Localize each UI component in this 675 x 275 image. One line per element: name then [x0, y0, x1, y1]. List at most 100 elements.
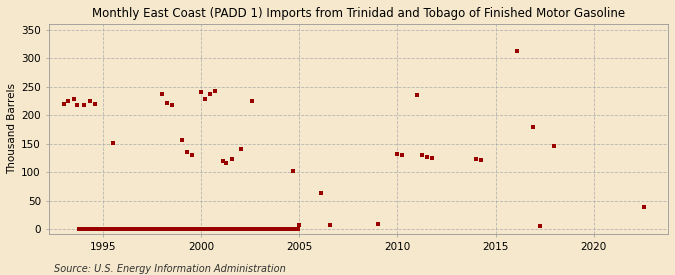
Point [266, 227, 277, 232]
Point [93, 227, 104, 232]
Y-axis label: Thousand Barrels: Thousand Barrels [7, 83, 17, 174]
Point [109, 227, 120, 232]
Point [271, 227, 282, 232]
Point [253, 227, 264, 232]
Point [117, 227, 128, 232]
Point [95, 227, 105, 232]
Point [101, 227, 112, 232]
Point [103, 227, 113, 232]
Point [151, 227, 161, 232]
Point [244, 227, 254, 232]
Point [219, 227, 230, 232]
Point [90, 227, 101, 232]
Point [421, 155, 432, 159]
Point [511, 48, 522, 53]
Point [224, 227, 235, 232]
Point [168, 227, 179, 232]
Point [240, 227, 251, 232]
Point [186, 227, 197, 232]
Point [152, 227, 163, 232]
Point [279, 227, 290, 232]
Point [315, 191, 326, 196]
Point [215, 227, 226, 232]
Point [134, 227, 144, 232]
Point [227, 227, 238, 232]
Point [269, 227, 280, 232]
Point [373, 221, 383, 226]
Point [263, 227, 274, 232]
Point [206, 227, 217, 232]
Point [325, 223, 336, 227]
Point [128, 227, 138, 232]
Point [100, 227, 111, 232]
Point [137, 227, 148, 232]
Point [176, 138, 187, 142]
Point [182, 150, 192, 155]
Point [201, 227, 212, 232]
Point [144, 227, 155, 232]
Point [80, 227, 91, 232]
Point [90, 101, 101, 106]
Point [160, 227, 171, 232]
Point [124, 227, 135, 232]
Point [276, 227, 287, 232]
Point [198, 227, 209, 232]
Point [277, 227, 288, 232]
Point [83, 227, 94, 232]
Point [190, 227, 200, 232]
Point [222, 227, 233, 232]
Point [178, 227, 189, 232]
Point [184, 227, 195, 232]
Point [126, 227, 136, 232]
Point [188, 227, 198, 232]
Point [234, 227, 244, 232]
Point [236, 227, 246, 232]
Point [75, 227, 86, 232]
Point [88, 227, 99, 232]
Point [153, 227, 164, 232]
Point [294, 223, 305, 227]
Point [113, 227, 124, 232]
Title: Monthly East Coast (PADD 1) Imports from Trinidad and Tobago of Finished Motor G: Monthly East Coast (PADD 1) Imports from… [92, 7, 625, 20]
Point [193, 227, 204, 232]
Point [131, 227, 142, 232]
Point [162, 100, 173, 105]
Point [162, 227, 173, 232]
Point [106, 227, 117, 232]
Point [236, 147, 246, 152]
Point [163, 227, 174, 232]
Point [230, 227, 241, 232]
Point [140, 227, 151, 232]
Point [416, 153, 427, 157]
Point [392, 152, 403, 156]
Point [291, 227, 302, 232]
Point [221, 227, 232, 232]
Point [74, 227, 84, 232]
Point [275, 227, 286, 232]
Point [85, 99, 96, 103]
Point [136, 227, 146, 232]
Point [250, 227, 261, 232]
Point [265, 227, 275, 232]
Point [281, 227, 292, 232]
Point [148, 227, 159, 232]
Point [62, 99, 73, 103]
Point [145, 227, 156, 232]
Point [91, 227, 102, 232]
Point [639, 204, 649, 209]
Point [186, 153, 197, 157]
Point [288, 168, 298, 173]
Point [286, 227, 297, 232]
Point [132, 227, 143, 232]
Point [139, 227, 150, 232]
Point [176, 227, 187, 232]
Point [111, 227, 122, 232]
Point [129, 227, 140, 232]
Point [155, 227, 166, 232]
Point [261, 227, 272, 232]
Point [202, 227, 213, 232]
Point [180, 227, 190, 232]
Point [397, 153, 408, 157]
Point [116, 227, 127, 232]
Point [191, 227, 202, 232]
